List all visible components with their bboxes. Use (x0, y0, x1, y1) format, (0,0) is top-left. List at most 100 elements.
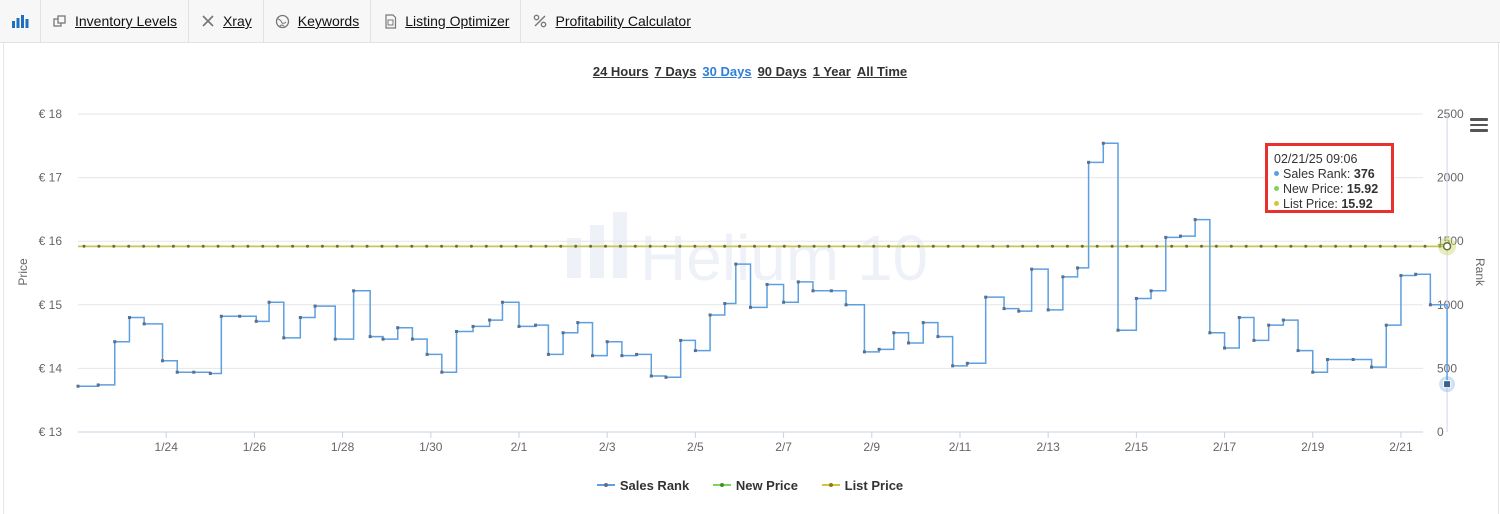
helium10-toolbar: Inventory Levels Xray Keywords Listing O… (0, 0, 1500, 43)
list-price-marker (916, 244, 920, 248)
list-price-marker (812, 244, 816, 248)
sales-rank-marker (471, 324, 475, 328)
sales-rank-marker (1134, 296, 1138, 300)
sales-rank-marker (765, 282, 769, 286)
y-left-tick-label: € 15 (39, 298, 63, 312)
legend-item-list-price[interactable]: List Price (821, 477, 904, 493)
y-left-tick-label: € 18 (39, 107, 63, 121)
sales-rank-marker (605, 340, 609, 344)
list-price-marker (887, 244, 891, 248)
toolbar-item-inventory-levels[interactable]: Inventory Levels (41, 0, 189, 42)
list-price-marker (186, 244, 190, 248)
watermark-bar (590, 225, 604, 278)
legend-label: New Price (735, 477, 798, 493)
sales-rank-marker (1061, 275, 1065, 279)
sales-rank-marker (298, 316, 302, 320)
sales-rank-marker (877, 347, 881, 351)
time-range-all-time[interactable]: All Time (856, 64, 908, 79)
document-icon (382, 13, 398, 29)
sales-rank-marker (749, 305, 752, 309)
list-price-marker (1170, 244, 1174, 248)
list-price-marker (1229, 244, 1233, 248)
chart-panel (3, 43, 1499, 514)
list-price-marker (1036, 244, 1040, 248)
helium10-watermark: Helium 10 (567, 212, 928, 294)
sales-rank-legend-symbol (596, 483, 615, 487)
list-price-marker (1244, 244, 1248, 248)
bar-chart-icon[interactable] (0, 0, 41, 42)
list-price-marker (946, 244, 950, 248)
toolbar-item-label: Profitability Calculator (555, 13, 691, 29)
list-price-marker (559, 244, 563, 248)
list-price-marker (469, 244, 473, 248)
list-price-marker (1065, 244, 1069, 248)
sales-rank-marker (951, 364, 955, 368)
sales-rank-hover-point (1443, 380, 1452, 389)
tooltip-row-list-price: List Price: 15.92 (1274, 197, 1391, 212)
time-range-1-year[interactable]: 1 Year (812, 64, 851, 79)
list-price-marker (1408, 244, 1412, 248)
toolbar-item-label: Xray (222, 13, 252, 29)
tooltip-value: 15.92 (1346, 182, 1379, 196)
sales-rank-marker (1223, 346, 1227, 350)
sales-rank-marker (425, 352, 429, 356)
sales-rank-marker (590, 354, 594, 358)
sales-rank-marker (1193, 218, 1197, 222)
chart-menu-icon[interactable] (1470, 118, 1488, 132)
percent-icon (532, 13, 548, 29)
list-price-marker (112, 244, 116, 248)
x-tick-label: 2/13 (1036, 440, 1060, 454)
list-price-marker (797, 244, 801, 248)
x-cross-icon (200, 13, 216, 29)
legend-label: List Price (844, 477, 904, 493)
sales-rank-marker (965, 361, 969, 365)
price-hover-point (1442, 242, 1452, 251)
list-price-marker (1274, 244, 1278, 248)
x-tick-label: 1/30 (419, 440, 443, 454)
sales-rank-marker (96, 383, 100, 387)
sales-rank-marker (313, 304, 317, 308)
sales-rank-marker (907, 341, 911, 345)
sales-rank-marker (708, 313, 712, 317)
watermark-bar (567, 238, 581, 278)
toolbar-item-keywords[interactable]: Keywords (264, 0, 372, 42)
sales-rank-marker (620, 354, 624, 358)
sales-rank-marker (410, 337, 414, 341)
toolbar-item-xray[interactable]: Xray (189, 0, 264, 42)
tooltip-value: 15.92 (1341, 197, 1373, 211)
toolbar-item-listing-optimizer[interactable]: Listing Optimizer (371, 0, 522, 42)
sales-rank-marker (333, 337, 337, 341)
list-price-marker (663, 244, 667, 248)
list-price-marker (1125, 244, 1129, 248)
sales-rank-marker (1281, 318, 1285, 322)
y-right-tick-label: 0 (1437, 425, 1444, 439)
sales-rank-marker (1178, 234, 1182, 238)
legend-item-new-price[interactable]: New Price (712, 477, 798, 493)
sales-rank-marker (936, 335, 940, 339)
list-price-marker (872, 244, 876, 248)
sales-rank-marker (1414, 272, 1418, 276)
y-left-tick-label: € 17 (39, 171, 63, 185)
sales-rank-marker (1370, 365, 1374, 369)
sales-rank-marker (862, 350, 866, 354)
sales-rank-marker (1237, 316, 1241, 320)
sales-rank-marker (984, 295, 988, 299)
time-range-30-days[interactable]: 30 Days (702, 64, 752, 79)
globe-icon (275, 13, 291, 29)
list-price-marker (216, 244, 220, 248)
new-price-dot (1274, 186, 1279, 192)
time-range-24-hours[interactable]: 24 Hours (592, 64, 649, 79)
sales-rank-marker (796, 280, 800, 284)
sales-rank-marker (679, 338, 683, 342)
time-range-7-days[interactable]: 7 Days (654, 64, 697, 79)
list-price-dot (1274, 201, 1279, 207)
sales-rank-marker (488, 318, 492, 322)
sales-rank-marker (517, 324, 521, 328)
sales-rank-marker (811, 289, 815, 293)
toolbar-item-profitability-calculator[interactable]: Profitability Calculator (521, 0, 701, 42)
legend-item-sales-rank[interactable]: Sales Rank (596, 478, 689, 493)
time-range-90-days[interactable]: 90 Days (757, 64, 807, 79)
list-price-marker (1095, 244, 1099, 248)
tooltip-row-new-price: New Price: 15.92 (1274, 182, 1391, 197)
